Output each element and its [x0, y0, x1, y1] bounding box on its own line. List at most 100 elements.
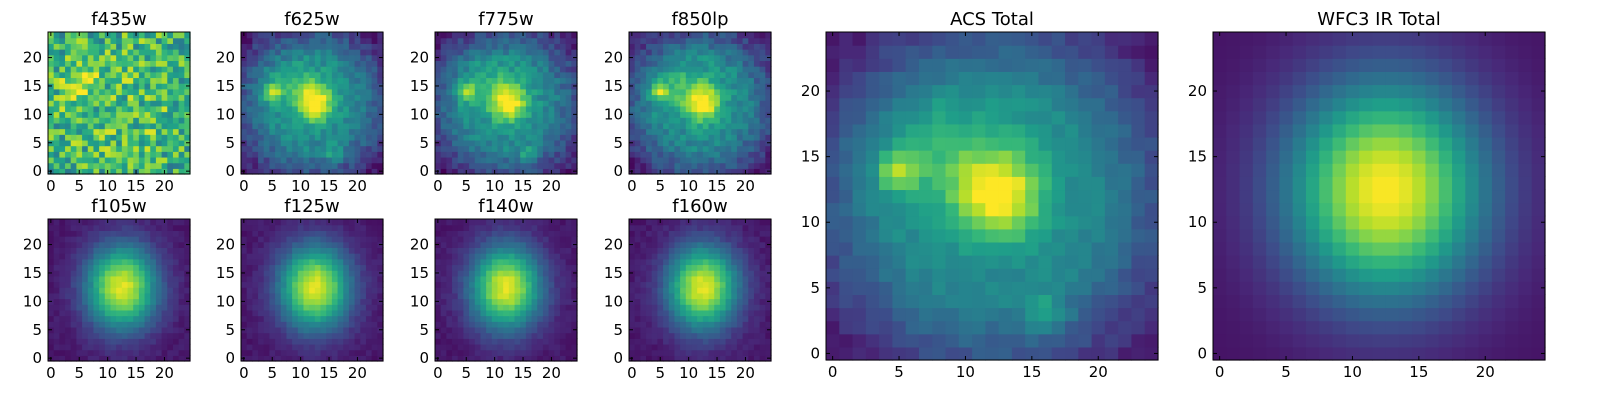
image-cell [446, 292, 453, 300]
image-cell [559, 264, 567, 271]
image-cell [275, 281, 282, 288]
image-cell [537, 139, 544, 147]
image-cell [457, 332, 464, 339]
image-cell [280, 77, 288, 84]
image-cell [377, 309, 384, 317]
image-cell [702, 128, 710, 135]
image-cell [360, 309, 367, 317]
image-cell [508, 253, 516, 260]
image-cell [252, 315, 259, 322]
image-cell [674, 304, 681, 311]
image-cell [731, 292, 738, 300]
image-cell [474, 281, 482, 288]
image-cell [759, 49, 766, 56]
image-cell [331, 94, 339, 101]
image-cell [634, 37, 641, 44]
image-cell [297, 88, 305, 96]
image-cell [297, 145, 305, 152]
image-cell [514, 117, 521, 124]
image-cell [377, 32, 384, 39]
image-cell [320, 49, 327, 56]
image-cell [116, 230, 123, 237]
image-cell [337, 94, 344, 101]
image-cell [275, 105, 282, 113]
image-cell [491, 156, 499, 164]
image-cell [719, 71, 727, 79]
image-cell [508, 162, 516, 169]
image-cell [714, 94, 721, 101]
image-cell [161, 100, 168, 107]
image-cell [571, 338, 578, 345]
image-cells [241, 32, 384, 175]
image-cell [297, 247, 305, 254]
image-cell [172, 168, 180, 175]
image-cell [469, 105, 476, 113]
image-cell [172, 162, 180, 169]
image-cell [252, 32, 259, 39]
image-cell [65, 83, 72, 90]
image-cell [241, 224, 248, 231]
image-cell [59, 168, 66, 175]
image-cell [360, 326, 367, 334]
image-cell [326, 83, 333, 90]
image-cell [252, 71, 259, 79]
image-cell [377, 287, 384, 294]
image-cell [719, 349, 727, 356]
image-cell [65, 230, 72, 237]
image-cell [765, 105, 772, 113]
image-cell [474, 117, 482, 124]
image-cell [668, 117, 676, 124]
image-cell [753, 37, 761, 44]
image-cell [435, 258, 442, 266]
image-cell [252, 258, 259, 266]
image-cell [87, 332, 95, 339]
image-cell [640, 326, 647, 334]
image-cell [354, 128, 361, 135]
image-cell [263, 134, 270, 141]
image-cell [82, 332, 89, 339]
image-cell [680, 326, 687, 334]
image-cell [348, 338, 356, 345]
image-cell [685, 66, 693, 73]
image-cell [520, 77, 527, 84]
image-cell [303, 156, 310, 164]
image-cell [246, 117, 253, 124]
image-cell [252, 236, 259, 243]
image-cell [121, 168, 129, 175]
image-cell [674, 349, 681, 356]
image-cell [53, 134, 60, 141]
image-cell [99, 355, 106, 362]
image-cell [150, 139, 157, 147]
image-cell [161, 258, 168, 266]
image-cell [491, 275, 499, 283]
image-cell [542, 326, 550, 334]
image-cell [326, 253, 333, 260]
image-cell [127, 60, 134, 67]
image-cell [691, 275, 698, 283]
image-cell [144, 32, 151, 39]
image-cell [360, 117, 367, 124]
image-cell [634, 343, 641, 351]
image-cell [258, 241, 265, 248]
image-cell [685, 304, 693, 311]
image-cell [309, 275, 316, 283]
image-cell [138, 304, 146, 311]
image-cell [531, 224, 538, 231]
image-cell [48, 281, 55, 288]
image-cell [674, 111, 681, 118]
image-cell [155, 156, 163, 164]
image-cell [121, 156, 129, 164]
image-cell [697, 315, 704, 322]
image-cell [685, 105, 693, 113]
image-cell [150, 43, 157, 50]
image-cell [121, 162, 129, 169]
image-cell [531, 253, 538, 260]
image-cell [76, 105, 83, 113]
image-cell [303, 275, 310, 283]
image-cell [440, 145, 447, 152]
image-cell [491, 264, 499, 271]
image-cell [463, 117, 470, 124]
image-cell [155, 224, 163, 231]
image-cell [452, 37, 459, 44]
